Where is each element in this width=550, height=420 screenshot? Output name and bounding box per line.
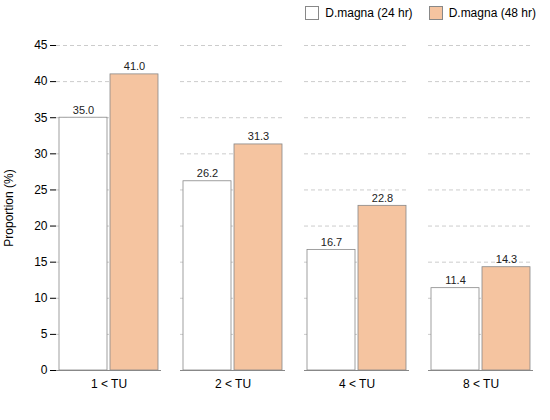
html-text:D.magna (48 hr): D.magna (48 hr) (448, 6, 536, 20)
svg-text:4 < TU: 4 < TU (339, 377, 375, 391)
svg-text:14.3: 14.3 (496, 253, 517, 265)
svg-text:8 < TU: 8 < TU (463, 377, 499, 391)
svg-text:35.0: 35.0 (73, 104, 94, 116)
svg-text:2 < TU: 2 < TU (215, 377, 251, 391)
svg-text:20: 20 (34, 219, 48, 233)
svg-text:25: 25 (34, 183, 48, 197)
svg-text:26.2: 26.2 (197, 167, 218, 179)
svg-text:0: 0 (41, 363, 48, 377)
svg-text:31.3: 31.3 (248, 130, 269, 142)
svg-text:30: 30 (34, 147, 48, 161)
svg-text:35: 35 (34, 111, 48, 125)
svg-text:1 < TU: 1 < TU (91, 377, 127, 391)
svg-text:41.0: 41.0 (124, 60, 145, 72)
svg-text:22.8: 22.8 (372, 192, 393, 204)
svg-text:40: 40 (34, 74, 48, 88)
svg-text:11.4: 11.4 (445, 274, 466, 286)
svg-text:15: 15 (34, 255, 48, 269)
svg-text:Proportion (%): Proportion (%) (2, 169, 16, 246)
svg-text:45: 45 (34, 38, 48, 52)
svg-text:5: 5 (41, 327, 48, 341)
html-text:D.magna (24 hr): D.magna (24 hr) (325, 6, 413, 20)
svg-text:16.7: 16.7 (321, 236, 342, 248)
svg-text:10: 10 (34, 291, 48, 305)
